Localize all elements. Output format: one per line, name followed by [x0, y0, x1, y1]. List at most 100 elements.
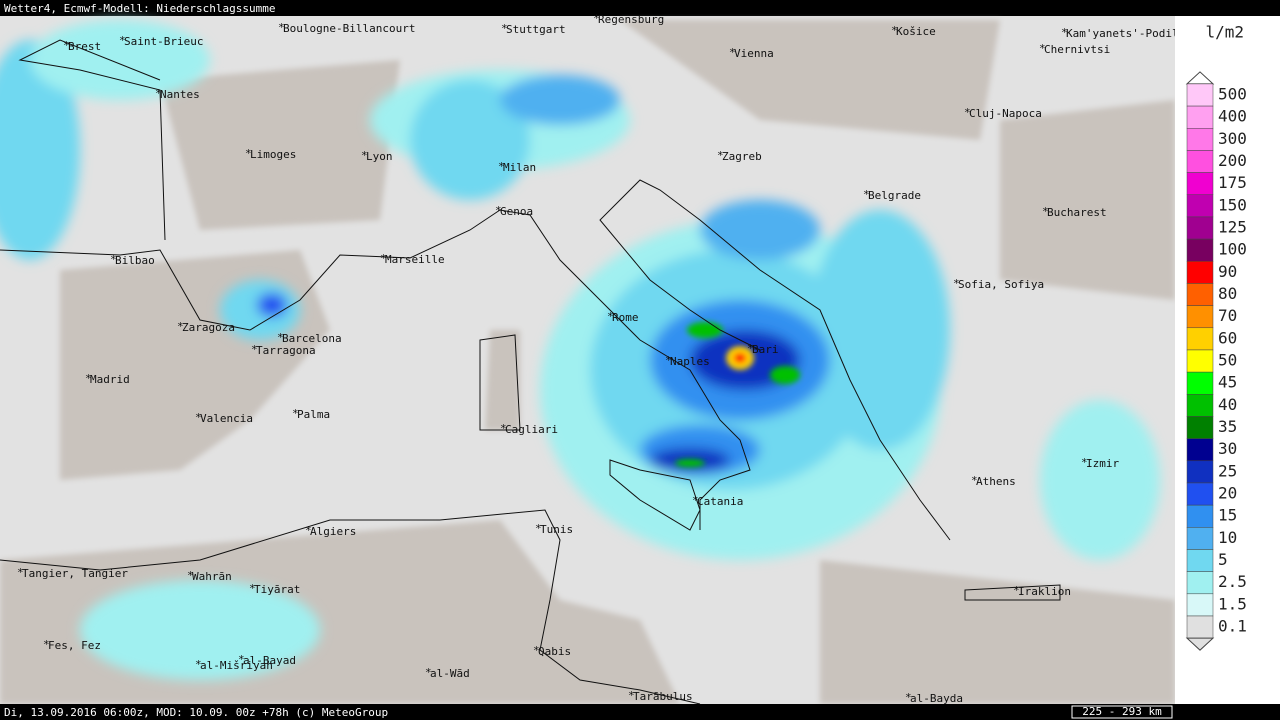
legend-label: 25: [1218, 461, 1237, 480]
city-marker: *: [729, 46, 736, 59]
legend-arrow-bottom: [1185, 637, 1215, 651]
legend-label: 5: [1218, 550, 1228, 569]
legend-swatch: [1186, 238, 1214, 262]
city-marker: *: [971, 474, 978, 487]
city-marker: *: [277, 331, 284, 344]
legend-swatch: [1186, 105, 1214, 129]
city-marker: *: [593, 12, 600, 25]
city-marker: *: [249, 582, 256, 595]
scale-box: [1071, 705, 1173, 719]
city-marker: *: [628, 689, 635, 702]
city-marker: *: [1013, 584, 1020, 597]
legend-swatch: [1186, 83, 1214, 107]
legend-swatch: [1186, 216, 1214, 240]
legend-label: 70: [1218, 306, 1237, 325]
legend-swatch: [1186, 394, 1214, 417]
city-marker: *: [119, 34, 126, 47]
city-label: Zagreb: [722, 150, 762, 163]
city-label: Tarragona: [256, 344, 316, 357]
city-marker: *: [891, 24, 898, 37]
city-label: al-Bayda: [910, 692, 963, 705]
legend-swatch: [1186, 549, 1214, 572]
city-label: Stuttgart: [506, 23, 566, 36]
city-label: Qabis: [538, 645, 571, 658]
city-marker: *: [607, 310, 614, 323]
city-label: Tarābulus: [633, 690, 693, 703]
city-label: al-Mišriyah: [200, 659, 273, 672]
city-label: Zaragoza: [182, 321, 235, 334]
legend-label: 20: [1218, 484, 1237, 503]
city-label: Chernivtsi: [1044, 43, 1110, 56]
legend-label: 50: [1218, 351, 1237, 370]
city-marker: *: [905, 691, 912, 704]
city-marker: *: [953, 277, 960, 290]
city-marker: *: [85, 372, 92, 385]
legend-label: 200: [1218, 151, 1247, 170]
city-label: Lyon: [366, 150, 393, 163]
city-marker: *: [498, 160, 505, 173]
city-marker: *: [305, 524, 312, 537]
legend-label: 0.1: [1218, 617, 1247, 636]
city-label: Cagliari: [505, 423, 558, 436]
city-marker: *: [155, 87, 162, 100]
legend-label: 15: [1218, 506, 1237, 525]
legend-label: 45: [1218, 373, 1237, 392]
city-marker: *: [1039, 42, 1046, 55]
city-marker: *: [251, 343, 258, 356]
legend-label: 30: [1218, 439, 1237, 458]
legend-swatch: [1186, 482, 1214, 506]
legend-swatch: [1186, 593, 1214, 617]
city-label: Barcelona: [282, 332, 342, 345]
legend-label: 300: [1218, 129, 1247, 148]
city-label: Sofia, Sofiya: [958, 278, 1044, 291]
legend-label: 150: [1218, 195, 1247, 214]
city-label: Regensburg: [598, 13, 664, 26]
city-label: Fes, Fez: [48, 639, 101, 652]
footer-text: Di, 13.09.2016 06:00z, MOD: 10.09. 00z +…: [4, 706, 388, 719]
legend-label: 2.5: [1218, 572, 1247, 591]
header-title: Wetter4, Ecmwf-Modell: Niederschlagssumm…: [4, 2, 276, 15]
city-marker: *: [195, 411, 202, 424]
city-marker: *: [535, 522, 542, 535]
city-label: Milan: [503, 161, 536, 174]
city-marker: *: [110, 253, 117, 266]
legend-swatch: [1186, 194, 1214, 218]
legend-swatch: [1186, 283, 1214, 306]
city-marker: *: [292, 407, 299, 420]
legend-label: 100: [1218, 240, 1247, 259]
city-label: Catania: [697, 495, 743, 508]
city-marker: *: [495, 204, 502, 217]
legend: 500 400 300 200 175 150 125 100 90 80 70 60 50 45 40 35…: [1185, 71, 1247, 651]
city-label: Košice: [896, 25, 936, 38]
city-label: Madrid: [90, 373, 130, 386]
city-marker: *: [501, 22, 508, 35]
legend-swatch: [1186, 150, 1214, 173]
city-marker: *: [717, 149, 724, 162]
city-marker: *: [245, 147, 252, 160]
city-label: Athens: [976, 475, 1016, 488]
legend-swatch: [1186, 416, 1214, 439]
city-marker: *: [361, 149, 368, 162]
city-label: Palma: [297, 408, 330, 421]
city-marker: *: [533, 644, 540, 657]
legend-swatch: [1186, 571, 1214, 595]
city-label: Naples: [670, 355, 710, 368]
legend-label: 1.5: [1218, 594, 1247, 613]
city-marker: *: [665, 354, 672, 367]
legend-label: 125: [1218, 218, 1247, 237]
legend-label: 10: [1218, 528, 1237, 547]
city-label: Nantes: [160, 88, 200, 101]
city-label: Boulogne-Billancourt: [283, 22, 415, 35]
city-marker: *: [500, 422, 507, 435]
city-label: Brest: [68, 40, 101, 53]
city-marker: *: [1081, 456, 1088, 469]
legend-label: 35: [1218, 417, 1237, 436]
city-marker: *: [63, 39, 70, 52]
city-label: Valencia: [200, 412, 253, 425]
city-label: Izmir: [1086, 457, 1119, 470]
city-label: Tangier, Tangier: [22, 567, 128, 580]
city-marker: *: [177, 320, 184, 333]
city-label: Saint-Brieuc: [124, 35, 203, 48]
city-label: Rome: [612, 311, 639, 324]
city-marker: *: [425, 666, 432, 679]
